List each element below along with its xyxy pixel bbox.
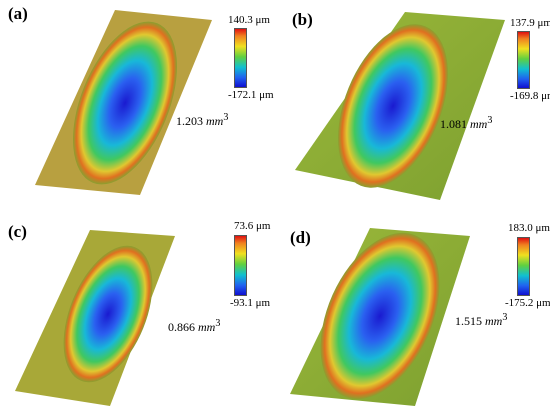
- volume-unit: mm: [198, 320, 216, 334]
- panel-label: (c): [8, 222, 27, 241]
- volume-value: 1.203: [176, 114, 203, 128]
- panel-label: (d): [290, 228, 311, 247]
- colorbar: [517, 237, 530, 296]
- colorbar-min: -169.8 μm: [510, 90, 550, 102]
- colorbar-max: 140.3 μm: [228, 14, 270, 26]
- surface-plot-d: [290, 228, 470, 406]
- volume-exponent: 3: [223, 112, 229, 123]
- colorbar-min: -93.1 μm: [230, 297, 271, 309]
- crater: [338, 24, 448, 188]
- crater: [73, 21, 177, 185]
- volume-label: 1.515 mm3: [455, 312, 507, 329]
- panel-label: (b): [292, 10, 313, 29]
- volume-value: 1.515: [455, 314, 482, 328]
- volume-label: 1.203 mm3: [176, 112, 228, 129]
- crater: [63, 245, 153, 383]
- volume-value: 1.081: [440, 117, 467, 131]
- volume-unit: mm: [485, 314, 503, 328]
- colorbar: [234, 235, 247, 296]
- colorbar-min: -172.1 μm: [228, 89, 274, 101]
- volume-value: 0.866: [168, 320, 195, 334]
- volume-label: 1.081 mm3: [440, 115, 492, 132]
- volume-exponent: 3: [487, 115, 493, 126]
- surface-plot-a: [35, 10, 212, 195]
- panel-label: (a): [8, 4, 28, 23]
- colorbar-max: 137.9 μm: [510, 17, 550, 29]
- surface-plot-c: [15, 230, 175, 406]
- colorbar-max: 73.6 μm: [234, 220, 271, 232]
- volume-unit: mm: [206, 114, 224, 128]
- volume-label: 0.866 mm3: [168, 318, 220, 335]
- volume-exponent: 3: [502, 312, 508, 323]
- colorbar-min: -175.2 μm: [505, 297, 550, 309]
- volume-unit: mm: [470, 117, 488, 131]
- crater: [320, 232, 440, 400]
- colorbar: [517, 31, 530, 89]
- colorbar: [234, 28, 247, 88]
- colorbar-max: 183.0 μm: [508, 222, 550, 234]
- surface-plot-b: [295, 12, 505, 200]
- volume-exponent: 3: [215, 318, 221, 329]
